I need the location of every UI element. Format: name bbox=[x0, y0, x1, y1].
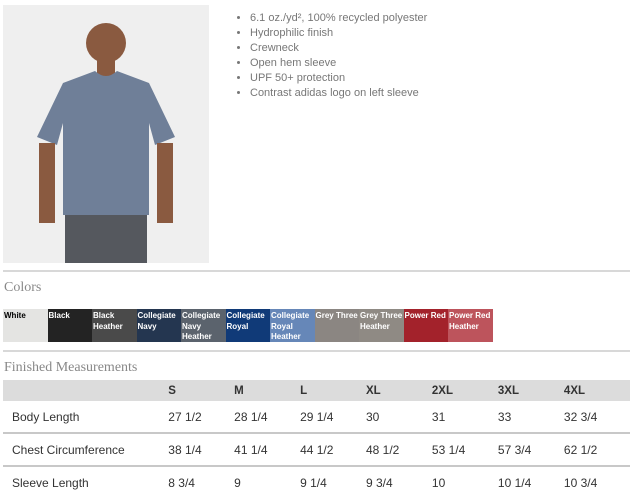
color-swatch[interactable]: White bbox=[3, 309, 48, 342]
measurement-cell: 9 1/4 bbox=[300, 475, 327, 490]
row-label: Chest Circumference bbox=[3, 433, 169, 467]
feature-list: 6.1 oz./yd², 100% recycled polyester Hyd… bbox=[236, 11, 427, 101]
measurement-cell: 32 3/4 bbox=[563, 401, 630, 434]
measurement-cell: 41 1/4 bbox=[234, 433, 301, 467]
feature-item: Hydrophilic finish bbox=[250, 26, 427, 41]
size-header: S bbox=[168, 380, 235, 401]
measurement-cell: 57 3/4 bbox=[497, 433, 564, 467]
color-swatch[interactable]: Power Red Heather bbox=[448, 309, 493, 342]
row-label: Body Length bbox=[3, 401, 169, 434]
measurement-cell: 31 bbox=[431, 401, 498, 434]
measurement-cell: 29 1/4 bbox=[300, 401, 366, 434]
color-swatch[interactable]: Power Red bbox=[403, 309, 448, 342]
measurement-cell: 44 1/2 bbox=[300, 433, 366, 467]
size-header: 2XL bbox=[431, 380, 498, 401]
measurement-cell: 8 3/4 bbox=[168, 475, 195, 490]
product-photo bbox=[3, 5, 209, 263]
colors-heading: Colors bbox=[4, 280, 42, 295]
color-swatch[interactable]: Collegiate Navy Heather bbox=[181, 309, 226, 342]
feature-item: UPF 50+ protection bbox=[250, 71, 427, 86]
size-header: XL bbox=[365, 380, 432, 401]
measurement-cell: 10 1/4 bbox=[497, 475, 532, 490]
measurement-cell: 9 bbox=[234, 475, 241, 490]
feature-item: Crewneck bbox=[250, 41, 427, 56]
table-row: Sleeve Length 8 3/4 9 9 1/4 9 3/4 10 10 1/4 10 … bbox=[3, 466, 630, 498]
color-swatch[interactable]: Collegiate Royal Heather bbox=[270, 309, 315, 342]
size-header: M bbox=[234, 380, 301, 401]
size-header: 4XL bbox=[563, 380, 630, 401]
measurements-table: S M L XL 2XL 3XL 4XL Body Length 27 1/2 28… bbox=[3, 380, 630, 498]
feature-item: 6.1 oz./yd², 100% recycled polyester bbox=[250, 11, 427, 26]
size-header: 3XL bbox=[497, 380, 564, 401]
table-row: Chest Circumference 38 1/4 41 1/4 44 1/2 48 … bbox=[3, 433, 630, 467]
color-swatch[interactable]: Black Heather bbox=[92, 309, 137, 342]
measurement-cell: 10 bbox=[431, 475, 446, 490]
measurement-cell: 28 1/4 bbox=[234, 401, 301, 434]
measurement-cell: 9 3/4 bbox=[365, 475, 393, 490]
measurement-cell: 48 1/2 bbox=[365, 433, 432, 467]
table-header-row: S M L XL 2XL 3XL 4XL bbox=[3, 380, 630, 401]
measurements-heading: Finished Measurements bbox=[4, 360, 138, 375]
color-swatch[interactable]: Black bbox=[47, 309, 92, 342]
color-swatch[interactable]: Grey Three Heather bbox=[359, 309, 404, 342]
color-swatch[interactable]: Grey Three bbox=[314, 309, 359, 342]
measurement-cell: 53 1/4 bbox=[431, 433, 498, 467]
feature-item: Open hem sleeve bbox=[250, 56, 427, 71]
measurement-cell: 38 1/4 bbox=[168, 433, 235, 467]
measurement-cell: 33 bbox=[497, 401, 564, 434]
feature-item: Contrast adidas logo on left sleeve bbox=[250, 86, 427, 101]
divider bbox=[3, 350, 630, 352]
color-swatch[interactable]: Collegiate Navy bbox=[136, 309, 181, 342]
measurement-cell: 62 1/2 bbox=[563, 433, 630, 467]
measurement-cell: 10 3/4 bbox=[563, 475, 598, 490]
row-label: Sleeve Length bbox=[12, 475, 89, 490]
measurement-cell: 30 bbox=[365, 401, 432, 434]
color-swatches: White Black Black Heather Collegiate Navy Co… bbox=[3, 309, 493, 342]
size-header: L bbox=[300, 380, 366, 401]
color-swatch[interactable]: Collegiate Royal bbox=[225, 309, 270, 342]
measurement-cell: 27 1/2 bbox=[168, 401, 235, 434]
divider bbox=[3, 270, 630, 272]
table-row: Body Length 27 1/2 28 1/4 29 1/4 30 31 33 32 3/… bbox=[3, 401, 630, 434]
